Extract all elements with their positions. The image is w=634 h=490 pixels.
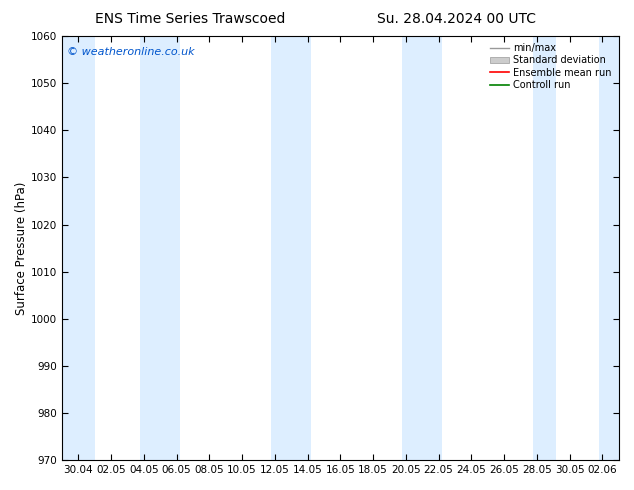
Bar (141, 36, 180, 460)
Bar (599, 36, 619, 460)
Bar (533, 36, 557, 460)
Text: ENS Time Series Trawscoed: ENS Time Series Trawscoed (95, 12, 285, 26)
Y-axis label: Surface Pressure (hPa): Surface Pressure (hPa) (15, 181, 28, 315)
Bar (62, 36, 94, 460)
Legend: min/max, Standard deviation, Ensemble mean run, Controll run: min/max, Standard deviation, Ensemble me… (488, 41, 614, 92)
Text: Su. 28.04.2024 00 UTC: Su. 28.04.2024 00 UTC (377, 12, 536, 26)
Bar (403, 36, 442, 460)
Bar (271, 36, 311, 460)
Text: © weatheronline.co.uk: © weatheronline.co.uk (67, 47, 195, 57)
